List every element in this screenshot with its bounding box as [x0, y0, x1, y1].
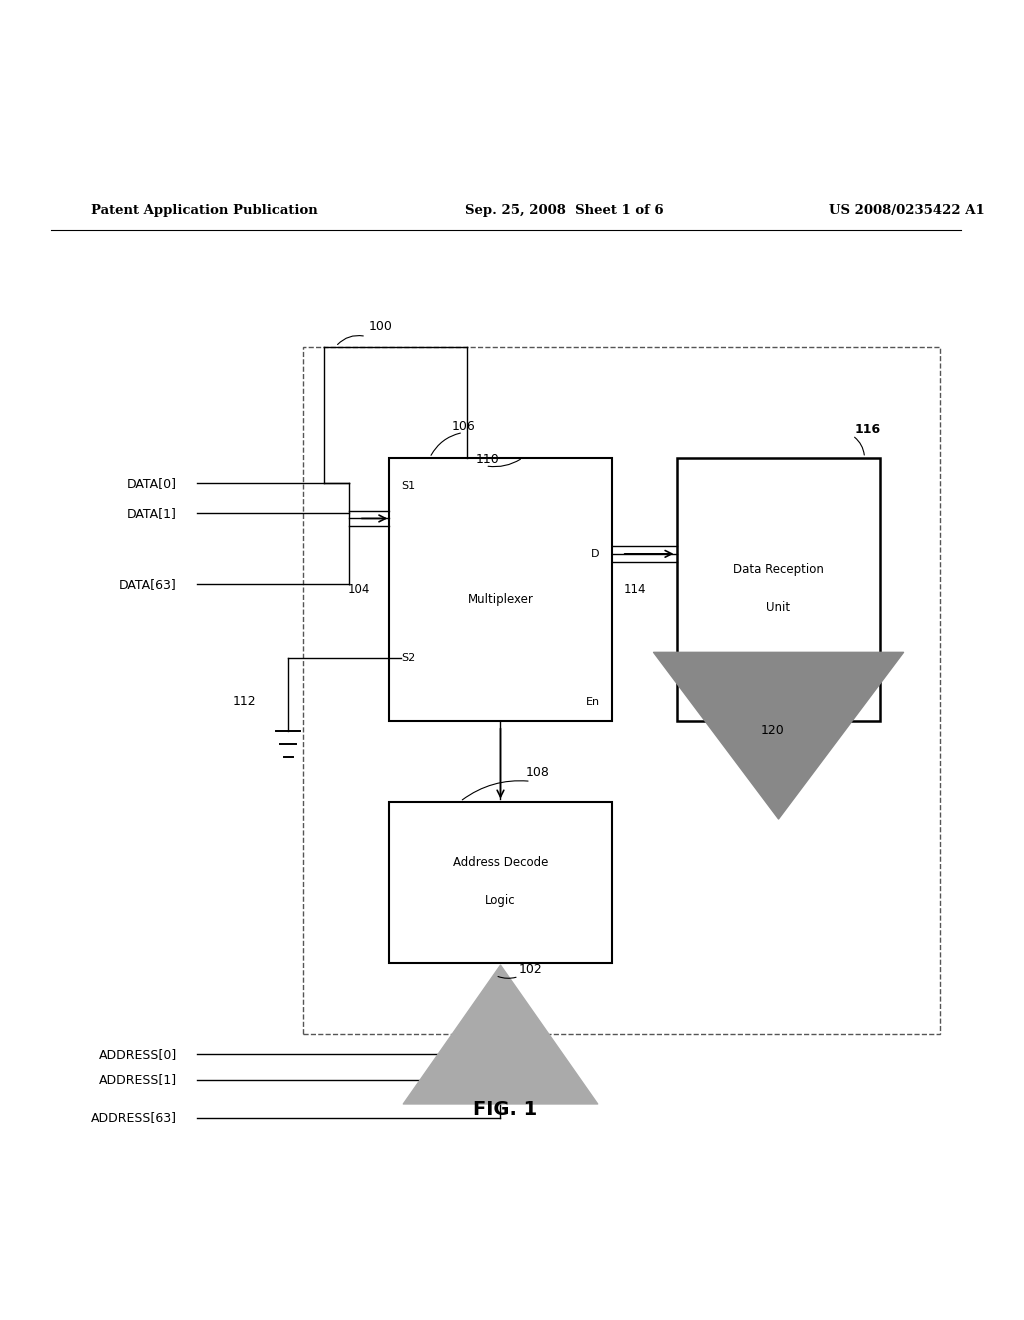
Text: S1: S1 — [401, 480, 416, 491]
Text: 114: 114 — [624, 582, 646, 595]
Bar — [389, 801, 611, 964]
Text: 106: 106 — [452, 421, 476, 433]
Text: 116: 116 — [854, 422, 881, 436]
Bar — [303, 347, 940, 1034]
Text: ADDRESS[0]: ADDRESS[0] — [98, 1048, 177, 1061]
Text: 104: 104 — [348, 582, 370, 595]
Text: 110: 110 — [475, 453, 499, 466]
Bar — [678, 458, 880, 721]
Text: S2: S2 — [401, 653, 416, 663]
Text: Unit: Unit — [767, 601, 791, 614]
Text: En: En — [586, 697, 600, 708]
Text: 108: 108 — [525, 767, 550, 779]
Text: ADDRESS[63]: ADDRESS[63] — [91, 1111, 177, 1125]
Text: Patent Application Publication: Patent Application Publication — [91, 203, 317, 216]
Text: 100: 100 — [369, 321, 393, 334]
Text: DATA[0]: DATA[0] — [127, 477, 177, 490]
Text: DATA[63]: DATA[63] — [119, 578, 177, 590]
Text: Multiplexer: Multiplexer — [468, 593, 534, 606]
Text: Address Decode: Address Decode — [453, 855, 548, 869]
Text: Logic: Logic — [485, 894, 516, 907]
Text: FIG. 1: FIG. 1 — [473, 1101, 538, 1119]
Text: 102: 102 — [519, 964, 543, 977]
Text: D: D — [591, 549, 600, 558]
Text: Sep. 25, 2008  Sheet 1 of 6: Sep. 25, 2008 Sheet 1 of 6 — [465, 203, 664, 216]
Text: Data Reception: Data Reception — [733, 562, 824, 576]
Text: 120: 120 — [761, 723, 784, 737]
Text: ADDRESS[1]: ADDRESS[1] — [99, 1073, 177, 1086]
Text: DATA[1]: DATA[1] — [127, 507, 177, 520]
Text: 112: 112 — [232, 696, 256, 709]
Text: US 2008/0235422 A1: US 2008/0235422 A1 — [829, 203, 985, 216]
Bar — [389, 458, 611, 721]
